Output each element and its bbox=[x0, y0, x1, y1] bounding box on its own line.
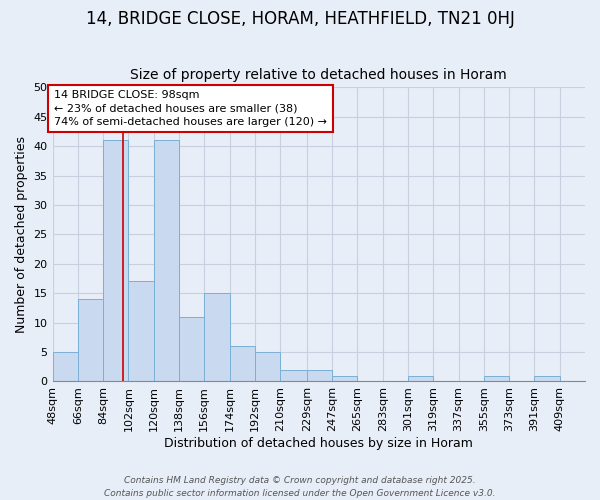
Bar bbox=[230, 346, 255, 382]
Bar bbox=[307, 370, 332, 382]
Bar bbox=[53, 352, 78, 382]
Bar bbox=[128, 282, 154, 382]
Text: Contains HM Land Registry data © Crown copyright and database right 2025.
Contai: Contains HM Land Registry data © Crown c… bbox=[104, 476, 496, 498]
Text: 14 BRIDGE CLOSE: 98sqm
← 23% of detached houses are smaller (38)
74% of semi-det: 14 BRIDGE CLOSE: 98sqm ← 23% of detached… bbox=[54, 90, 327, 126]
Bar bbox=[179, 317, 204, 382]
Y-axis label: Number of detached properties: Number of detached properties bbox=[15, 136, 28, 333]
Text: 14, BRIDGE CLOSE, HORAM, HEATHFIELD, TN21 0HJ: 14, BRIDGE CLOSE, HORAM, HEATHFIELD, TN2… bbox=[86, 10, 514, 28]
Bar bbox=[103, 140, 128, 382]
Bar bbox=[204, 293, 230, 382]
Bar bbox=[78, 299, 103, 382]
X-axis label: Distribution of detached houses by size in Horam: Distribution of detached houses by size … bbox=[164, 437, 473, 450]
Bar bbox=[408, 376, 433, 382]
Title: Size of property relative to detached houses in Horam: Size of property relative to detached ho… bbox=[130, 68, 507, 82]
Bar bbox=[255, 352, 280, 382]
Bar bbox=[332, 376, 358, 382]
Bar bbox=[484, 376, 509, 382]
Bar bbox=[280, 370, 307, 382]
Bar bbox=[154, 140, 179, 382]
Bar bbox=[535, 376, 560, 382]
